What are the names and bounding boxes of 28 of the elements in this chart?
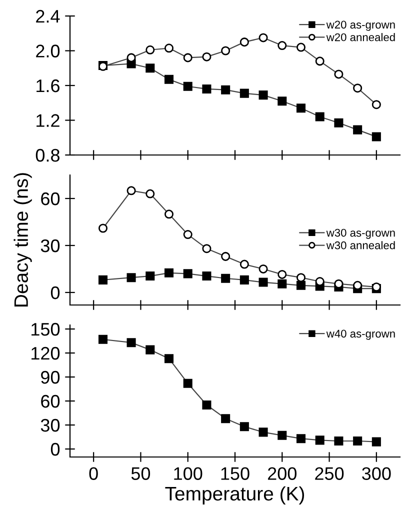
y-tick-label: 0: [50, 286, 60, 300]
y-tick-label: 0: [50, 442, 60, 456]
y-tick-label: 1.2: [36, 114, 60, 127]
y-axis-title: Deacy time (ns): [14, 173, 32, 306]
x-axis-title: Temperature (K): [165, 486, 304, 504]
y-tick-label: 120: [32, 346, 60, 360]
legend-label: w30 annealed: [326, 241, 395, 250]
x-tick-label: 50: [131, 467, 150, 480]
y-tick-label: 0.8: [36, 148, 60, 162]
legend-label: w40 as-grown: [326, 330, 395, 340]
legend-label: w30 as-grown: [326, 228, 395, 239]
y-tick-label: 60: [41, 394, 60, 408]
y-tick-label: 2.4: [36, 10, 60, 23]
x-tick-label: 100: [174, 467, 202, 480]
x-tick-label: 250: [315, 467, 344, 480]
y-tick-label: 60: [41, 192, 60, 206]
y-tick-label: 90: [41, 370, 60, 384]
legend-label: w20 as-grown: [326, 20, 395, 31]
x-tick-label: 200: [268, 467, 296, 480]
y-tick-label: 2.0: [36, 44, 60, 58]
y-tick-label: 30: [40, 239, 60, 252]
y-tick-label: 150: [32, 322, 60, 336]
legend-label: w20 annealed: [326, 33, 395, 42]
y-tick-label: 1.6: [36, 79, 60, 92]
y-tick-label: 30: [40, 418, 60, 432]
x-tick-label: 0: [89, 467, 98, 480]
x-tick-label: 150: [221, 467, 250, 480]
x-tick-label: 300: [362, 467, 391, 480]
